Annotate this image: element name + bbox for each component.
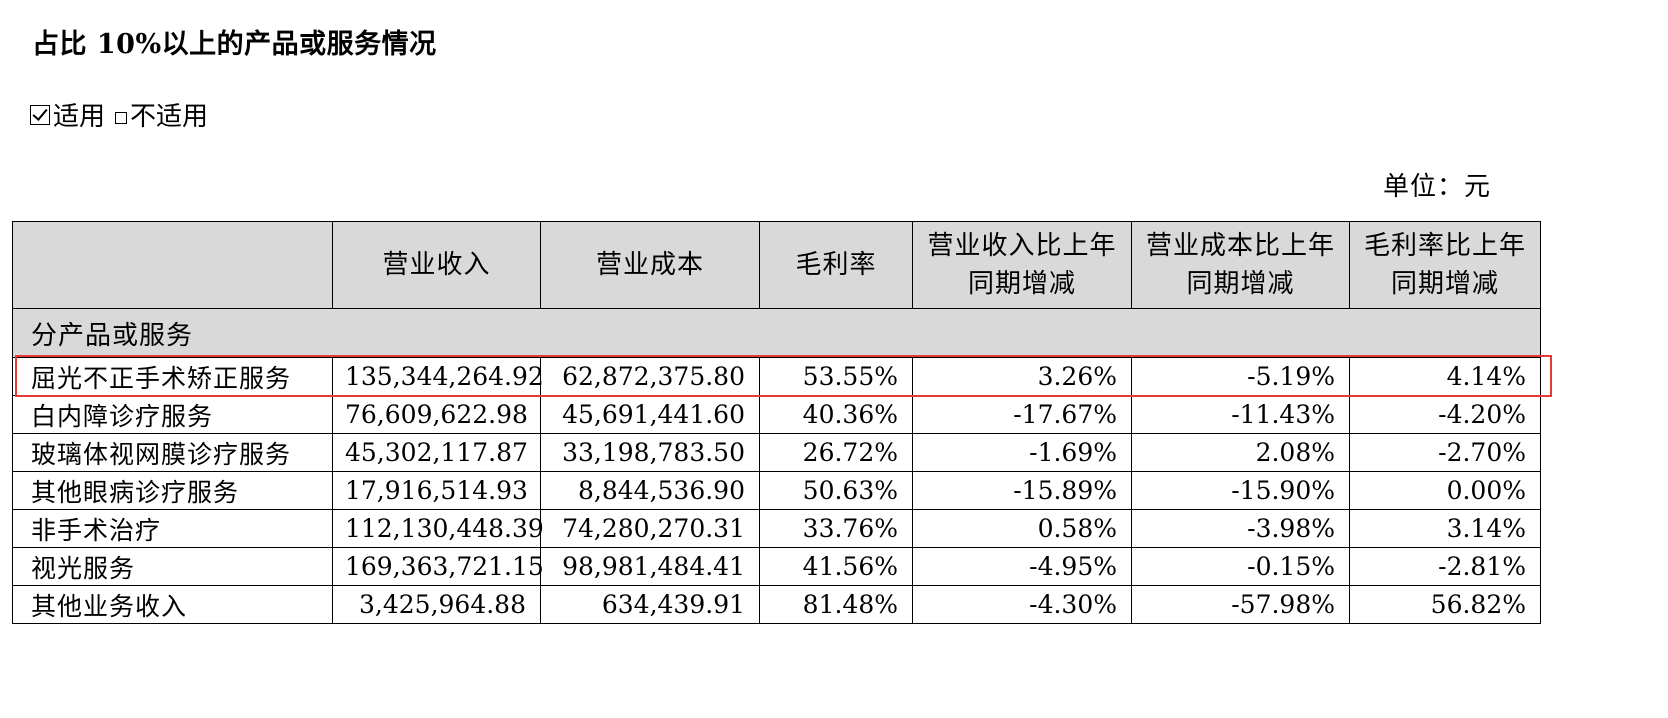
header-cost-change: 营业成本比上年同期增减	[1131, 221, 1350, 309]
header-gross-margin: 毛利率	[759, 221, 913, 309]
header-revenue-change: 营业收入比上年同期增减	[912, 221, 1132, 309]
header-cost: 营业成本	[540, 221, 760, 309]
applicability-options: 适用 不适用	[30, 96, 208, 133]
row-name-cell: 玻璃体视网膜诊疗服务	[12, 433, 333, 472]
cost-change-cell: 2.08%	[1131, 433, 1350, 472]
revenue-cell: 135,344,264.92	[332, 357, 544, 396]
margin-change-cell: 0.00%	[1349, 471, 1541, 510]
margin-change-cell: 3.14%	[1349, 509, 1541, 548]
margin-change-cell: 56.82%	[1349, 585, 1541, 624]
cost-change-cell: -5.19%	[1131, 357, 1350, 396]
unchecked-checkbox-icon[interactable]	[115, 111, 128, 124]
not-applicable-label: 不适用	[130, 102, 209, 132]
revenue-cell: 169,363,721.15	[332, 547, 544, 586]
applicable-label: 适用	[53, 102, 106, 132]
gross-margin-cell: 50.63%	[759, 471, 913, 510]
cost-change-cell: -57.98%	[1131, 585, 1350, 624]
cost-change-cell: -0.15%	[1131, 547, 1350, 586]
margin-change-cell: 4.14%	[1349, 357, 1541, 396]
gross-margin-cell: 26.72%	[759, 433, 913, 472]
row-name-cell: 白内障诊疗服务	[12, 395, 333, 434]
revenue-change-cell: 0.58%	[912, 509, 1132, 548]
row-name-cell: 视光服务	[12, 547, 333, 586]
revenue-change-cell: -4.95%	[912, 547, 1132, 586]
cost-change-cell: -11.43%	[1131, 395, 1350, 434]
cost-cell: 45,691,441.60	[540, 395, 760, 434]
section-title: 占比 10%以上的产品或服务情况	[32, 29, 437, 60]
table-row: 玻璃体视网膜诊疗服务 45,302,117.87 33,198,783.50 26.7…	[12, 433, 1541, 472]
revenue-change-cell: -1.69%	[912, 433, 1132, 472]
row-name-cell: 屈光不正手术矫正服务	[12, 357, 333, 396]
header-empty	[12, 221, 333, 309]
table-row: 视光服务 169,363,721.15 98,981,484.41 41.56% -4.…	[12, 547, 1541, 586]
cost-cell: 74,280,270.31	[540, 509, 760, 548]
table-row: 其他业务收入 3,425,964.88 634,439.91 81.48% -4.30%…	[12, 585, 1541, 624]
revenue-cell: 3,425,964.88	[332, 585, 541, 624]
cost-cell: 98,981,484.41	[540, 547, 760, 586]
gross-margin-cell: 53.55%	[759, 357, 913, 396]
revenue-cell: 112,130,448.39	[332, 509, 544, 548]
section-row: 分产品或服务	[12, 308, 1541, 358]
header-margin-change: 毛利率比上年同期增减	[1349, 221, 1541, 309]
unit-label: 单位：元	[1383, 172, 1492, 202]
row-name-cell: 非手术治疗	[12, 509, 333, 548]
cost-cell: 62,872,375.80	[540, 357, 760, 396]
revenue-cell: 76,609,622.98	[332, 395, 541, 434]
revenue-cell: 17,916,514.93	[332, 471, 541, 510]
cost-cell: 634,439.91	[540, 585, 760, 624]
revenue-cell: 45,302,117.87	[332, 433, 541, 472]
table-header-row: 营业收入 营业成本 毛利率 营业收入比上年同期增减 营业成本比上年同期增减 毛利…	[12, 221, 1541, 309]
revenue-change-cell: 3.26%	[912, 357, 1132, 396]
section-label: 分产品或服务	[12, 308, 1541, 358]
header-revenue: 营业收入	[332, 221, 541, 309]
row-name-cell: 其他眼病诊疗服务	[12, 471, 333, 510]
margin-change-cell: -2.81%	[1349, 547, 1541, 586]
table-row: 屈光不正手术矫正服务 135,344,264.92 62,872,375.80 53.…	[12, 357, 1541, 396]
revenue-change-cell: -4.30%	[912, 585, 1132, 624]
gross-margin-cell: 81.48%	[759, 585, 913, 624]
cost-cell: 33,198,783.50	[540, 433, 760, 472]
table-row: 非手术治疗 112,130,448.39 74,280,270.31 33.76% 0.…	[12, 509, 1541, 548]
checked-checkbox-icon[interactable]	[30, 104, 50, 125]
gross-margin-cell: 40.36%	[759, 395, 913, 434]
gross-margin-cell: 33.76%	[759, 509, 913, 548]
revenue-change-cell: -15.89%	[912, 471, 1132, 510]
cost-change-cell: -15.90%	[1131, 471, 1350, 510]
margin-change-cell: -2.70%	[1349, 433, 1541, 472]
gross-margin-cell: 41.56%	[759, 547, 913, 586]
revenue-change-cell: -17.67%	[912, 395, 1132, 434]
cost-change-cell: -3.98%	[1131, 509, 1350, 548]
margin-change-cell: -4.20%	[1349, 395, 1541, 434]
table-row: 其他眼病诊疗服务 17,916,514.93 8,844,536.90 50.63% -…	[12, 471, 1541, 510]
cost-cell: 8,844,536.90	[540, 471, 760, 510]
table-row: 白内障诊疗服务 76,609,622.98 45,691,441.60 40.36% -…	[12, 395, 1541, 434]
row-name-cell: 其他业务收入	[12, 585, 333, 624]
product-service-table: 营业收入 营业成本 毛利率 营业收入比上年同期增减 营业成本比上年同期增减 毛利…	[12, 221, 1541, 624]
